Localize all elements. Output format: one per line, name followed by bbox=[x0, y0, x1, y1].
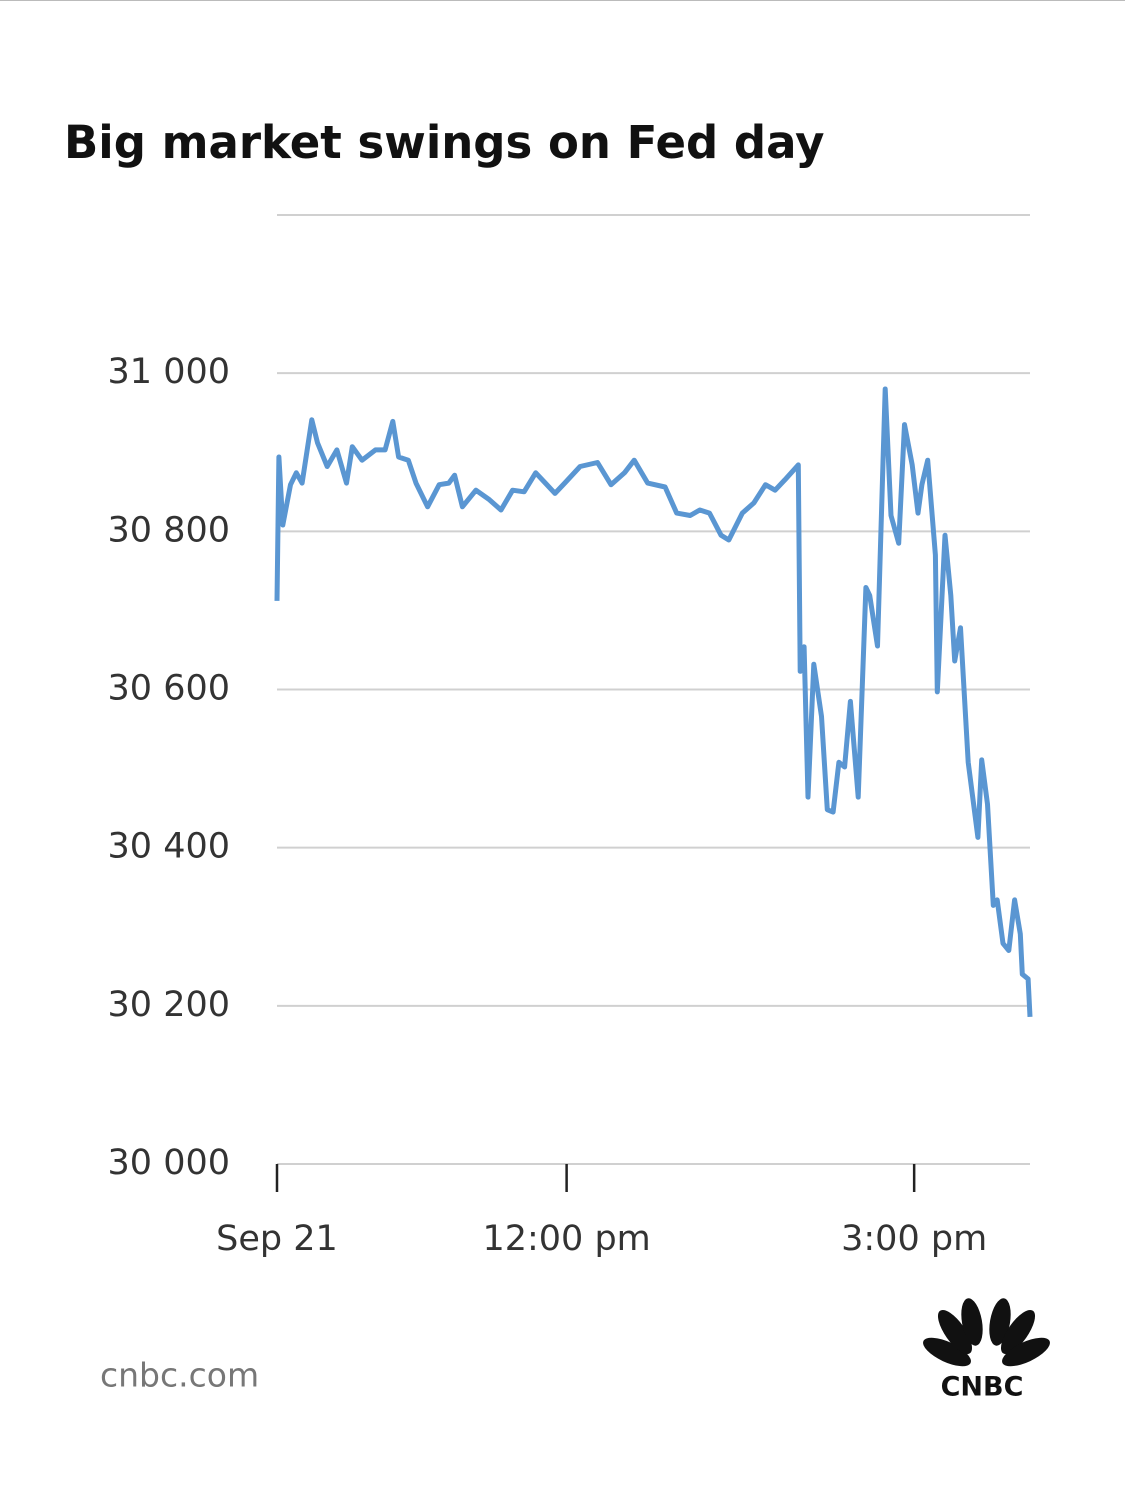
x-tick-label: 12:00 pm bbox=[482, 1219, 650, 1259]
y-tick-label: 30 800 bbox=[108, 510, 230, 550]
x-tick-label: Sep 21 bbox=[216, 1219, 338, 1259]
price-line bbox=[274, 386, 1033, 1018]
source: cnbc.com bbox=[100, 1356, 259, 1395]
y-tick-label: 30 200 bbox=[108, 985, 230, 1025]
y-tick-label: 31 000 bbox=[108, 352, 230, 392]
logo-text: CNBC bbox=[941, 1372, 1024, 1403]
logo: CNBC bbox=[923, 1298, 1050, 1403]
chart-title: Big market swings on Fed day bbox=[64, 116, 824, 169]
x-tick-label: 3:00 pm bbox=[841, 1219, 987, 1259]
logo-peacock bbox=[923, 1298, 1050, 1367]
y-tick-label: 30 600 bbox=[108, 669, 230, 709]
y-tick-label: 30 000 bbox=[108, 1143, 230, 1183]
y-tick-label: 30 400 bbox=[108, 827, 230, 867]
